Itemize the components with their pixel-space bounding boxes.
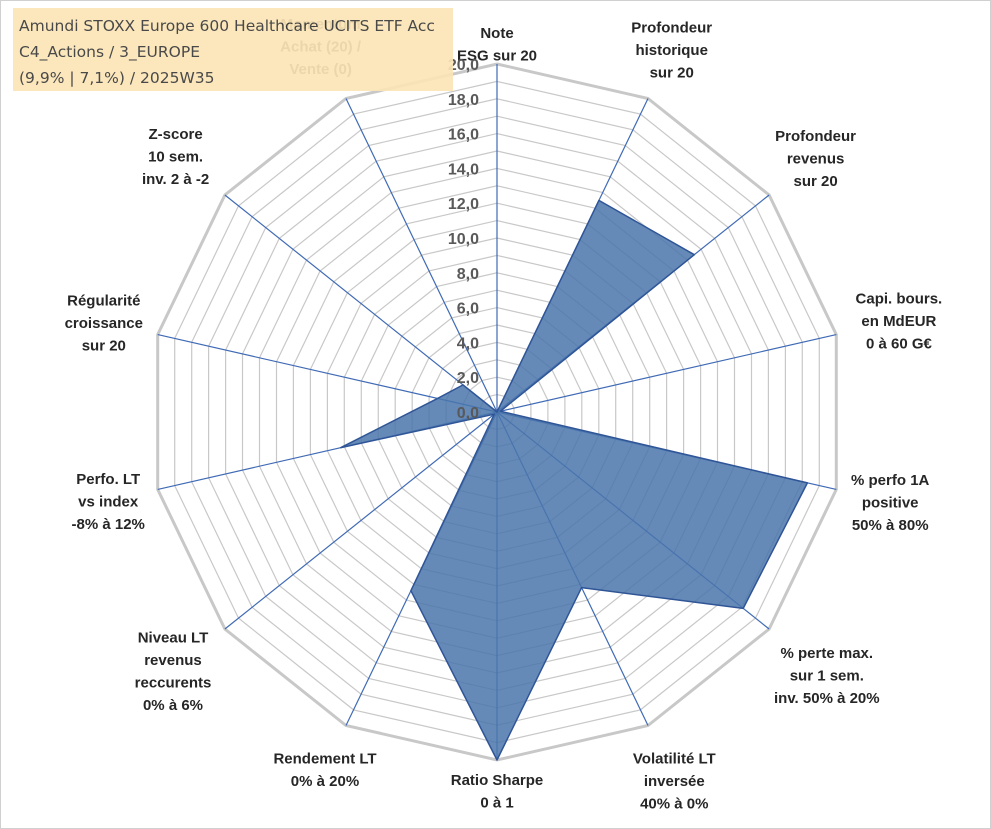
radar-series (340, 199, 809, 761)
axis-label: % perte max. sur 1 sem. inv. 50% à 20% (774, 645, 880, 707)
fund-name: Amundi STOXX Europe 600 Healthcare UCITS… (19, 17, 435, 35)
axis-label: Rendement LT 0% à 20% (273, 751, 376, 791)
fund-info-box: Amundi STOXX Europe 600 Healthcare UCITS… (13, 8, 453, 91)
series-area (340, 199, 809, 761)
tick-label: 18,0 (448, 92, 479, 109)
radar-spoke (224, 411, 498, 630)
axis-label: Z-score 10 sem. inv. 2 à -2 (142, 126, 209, 188)
radar-spoke (496, 334, 837, 413)
axis-label: Perfo. LT vs index -8% à 12% (72, 471, 145, 533)
axis-label: Profondeur revenus sur 20 (775, 128, 856, 190)
tick-label: 2,0 (457, 370, 479, 387)
axis-label: Volatilité LT inversée 40% à 0% (633, 750, 716, 812)
axis-label: % perfo 1A positive 50% à 80% (851, 472, 930, 534)
radar-spoke (224, 194, 498, 413)
axis-label: Capi. bours. en MdEUR 0 à 60 G€ (856, 290, 943, 352)
tick-label: 10,0 (448, 231, 479, 248)
axis-label: Note ESG sur 20 (457, 25, 537, 65)
fund-category: C4_Actions / 3_EUROPE (19, 43, 200, 61)
tick-label: 16,0 (448, 127, 479, 144)
axis-label: Profondeur historique sur 20 (631, 19, 712, 81)
axis-label: Ratio Sharpe 0 à 1 (451, 772, 544, 812)
tick-labels: 0,0 2,0 4,0 6,0 8,0 10,0 12,0 14,0 16,0 18,0 20,0 (448, 57, 479, 422)
tick-label: 20,0 (448, 57, 479, 74)
tick-label: 14,0 (448, 161, 479, 178)
tick-label: 0,0 (457, 405, 479, 422)
radar-spoke (345, 98, 498, 413)
tick-label: 6,0 (457, 301, 479, 318)
tick-label: 4,0 (457, 335, 479, 352)
fund-stats: (9,9% | 7,1%) / 2025W35 (19, 69, 215, 87)
axis-label: Régularité croissance sur 20 (65, 292, 143, 354)
tick-label: 8,0 (457, 266, 479, 283)
axis-label: Niveau LT revenus reccurents 0% à 6% (135, 629, 212, 714)
tick-label: 12,0 (448, 196, 479, 213)
